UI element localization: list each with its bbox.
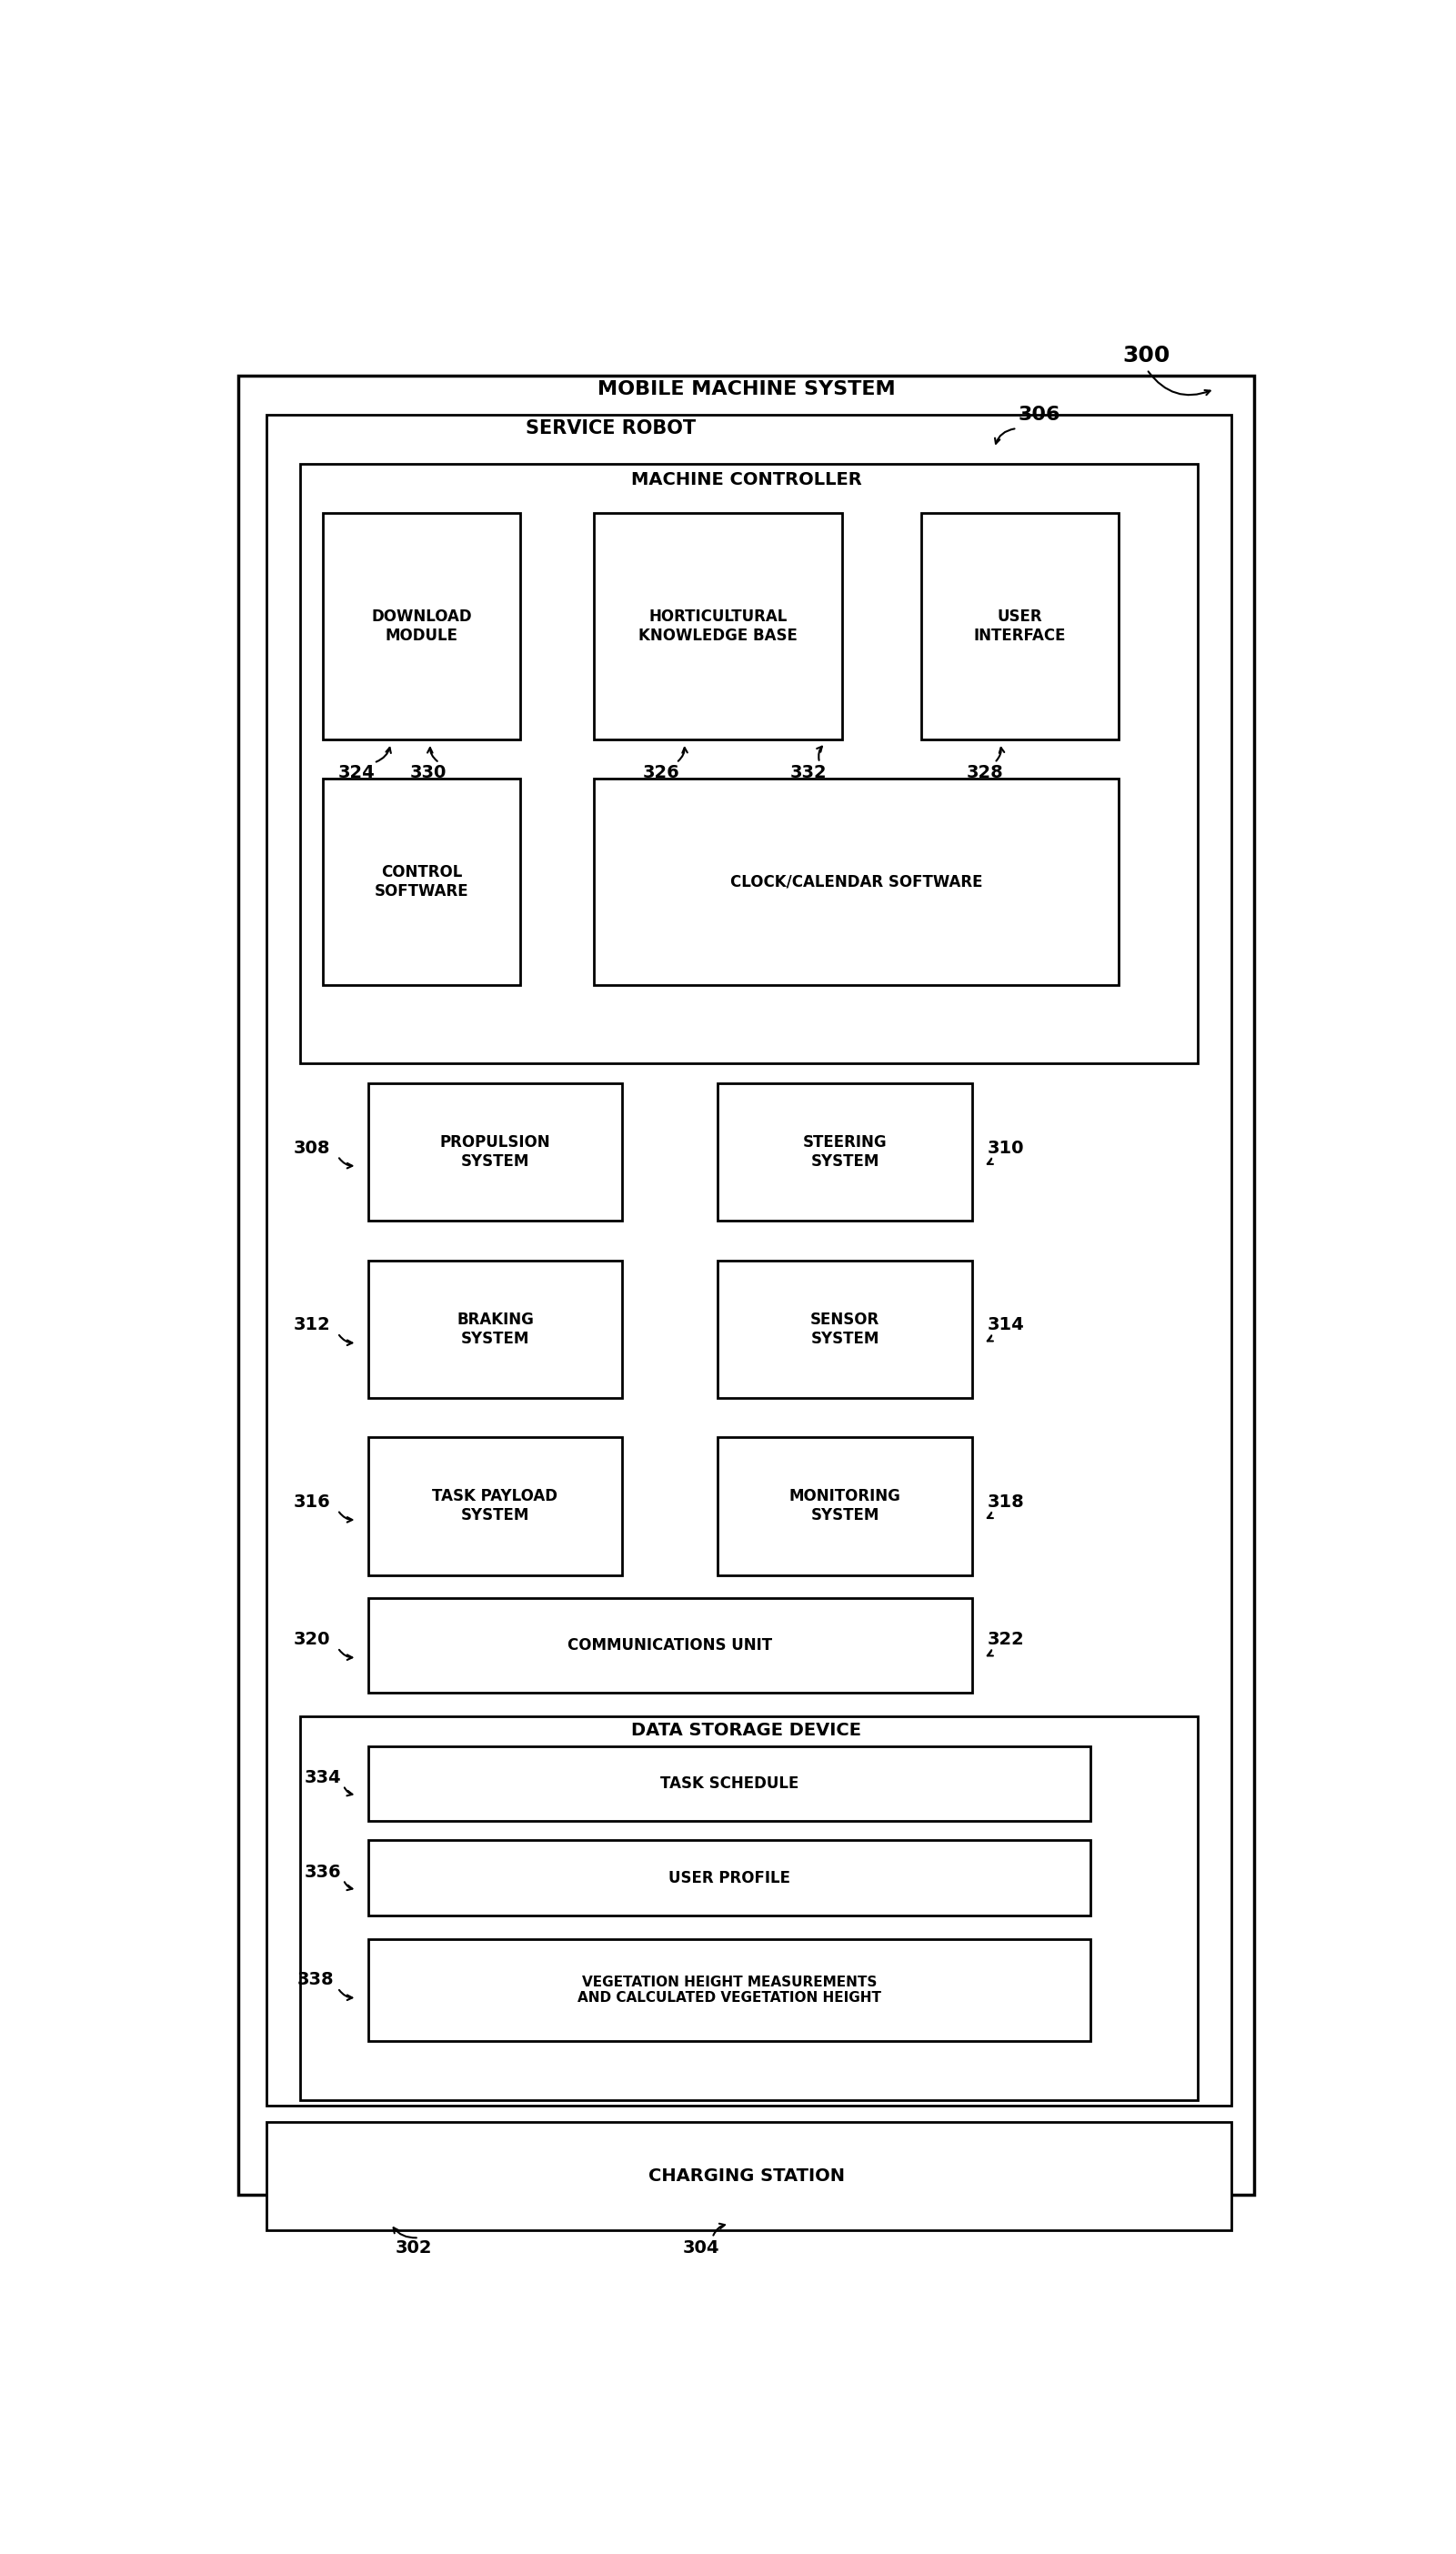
Bar — [594, 779, 1118, 986]
Text: 308: 308 — [293, 1139, 331, 1157]
Bar — [368, 1083, 622, 1221]
Text: 330: 330 — [409, 764, 447, 782]
Text: TASK PAYLOAD
SYSTEM: TASK PAYLOAD SYSTEM — [432, 1489, 558, 1525]
Text: 316: 316 — [293, 1494, 331, 1512]
Text: 320: 320 — [293, 1632, 331, 1647]
Text: CLOCK/CALENDAR SOFTWARE: CLOCK/CALENDAR SOFTWARE — [729, 873, 983, 889]
Bar — [718, 1438, 973, 1576]
Text: HORTICULTURAL
KNOWLEDGE BASE: HORTICULTURAL KNOWLEDGE BASE — [639, 608, 798, 644]
Text: USER
INTERFACE: USER INTERFACE — [974, 608, 1066, 644]
Bar — [594, 513, 842, 738]
Text: MONITORING
SYSTEM: MONITORING SYSTEM — [789, 1489, 901, 1525]
Bar — [300, 1716, 1198, 2099]
Text: DATA STORAGE DEVICE: DATA STORAGE DEVICE — [630, 1721, 862, 1739]
Bar — [323, 779, 521, 986]
Text: CONTROL
SOFTWARE: CONTROL SOFTWARE — [374, 863, 469, 899]
Text: VEGETATION HEIGHT MEASUREMENTS
AND CALCULATED VEGETATION HEIGHT: VEGETATION HEIGHT MEASUREMENTS AND CALCU… — [578, 1974, 881, 2005]
Text: TASK SCHEDULE: TASK SCHEDULE — [660, 1775, 798, 1790]
Bar — [266, 2122, 1232, 2230]
Bar — [368, 1599, 973, 1693]
Text: 324: 324 — [338, 764, 376, 782]
Text: 338: 338 — [297, 1972, 333, 1990]
Text: 334: 334 — [304, 1770, 342, 1785]
Text: 306: 306 — [1018, 406, 1061, 424]
Text: 326: 326 — [644, 764, 680, 782]
Text: 336: 336 — [304, 1864, 342, 1880]
Bar — [368, 1841, 1091, 1916]
Bar — [368, 1747, 1091, 1821]
Text: 302: 302 — [395, 2240, 432, 2255]
Text: 312: 312 — [293, 1315, 331, 1333]
Text: 318: 318 — [987, 1494, 1024, 1512]
Text: MOBILE MACHINE SYSTEM: MOBILE MACHINE SYSTEM — [597, 381, 895, 398]
Text: MACHINE CONTROLLER: MACHINE CONTROLLER — [630, 470, 862, 488]
Text: 304: 304 — [683, 2240, 719, 2255]
Text: STEERING
SYSTEM: STEERING SYSTEM — [802, 1134, 887, 1170]
Text: SERVICE ROBOT: SERVICE ROBOT — [526, 419, 696, 437]
Bar — [718, 1259, 973, 1397]
Text: PROPULSION
SYSTEM: PROPULSION SYSTEM — [440, 1134, 550, 1170]
Text: USER PROFILE: USER PROFILE — [668, 1870, 791, 1885]
Bar — [266, 414, 1232, 2107]
Bar — [300, 465, 1198, 1062]
Text: 300: 300 — [1123, 345, 1171, 368]
Text: 314: 314 — [987, 1315, 1024, 1333]
Text: CHARGING STATION: CHARGING STATION — [648, 2168, 844, 2184]
Text: SENSOR
SYSTEM: SENSOR SYSTEM — [810, 1310, 879, 1346]
Text: 332: 332 — [789, 764, 827, 782]
Bar — [368, 1259, 622, 1397]
Text: DOWNLOAD
MODULE: DOWNLOAD MODULE — [371, 608, 472, 644]
Bar — [368, 1938, 1091, 2041]
Text: COMMUNICATIONS UNIT: COMMUNICATIONS UNIT — [568, 1637, 772, 1655]
Text: 310: 310 — [987, 1139, 1024, 1157]
Text: 322: 322 — [987, 1632, 1024, 1647]
Text: BRAKING
SYSTEM: BRAKING SYSTEM — [457, 1310, 534, 1346]
Text: 328: 328 — [967, 764, 1005, 782]
Bar — [368, 1438, 622, 1576]
Bar — [718, 1083, 973, 1221]
Bar — [922, 513, 1118, 738]
Bar — [323, 513, 521, 738]
